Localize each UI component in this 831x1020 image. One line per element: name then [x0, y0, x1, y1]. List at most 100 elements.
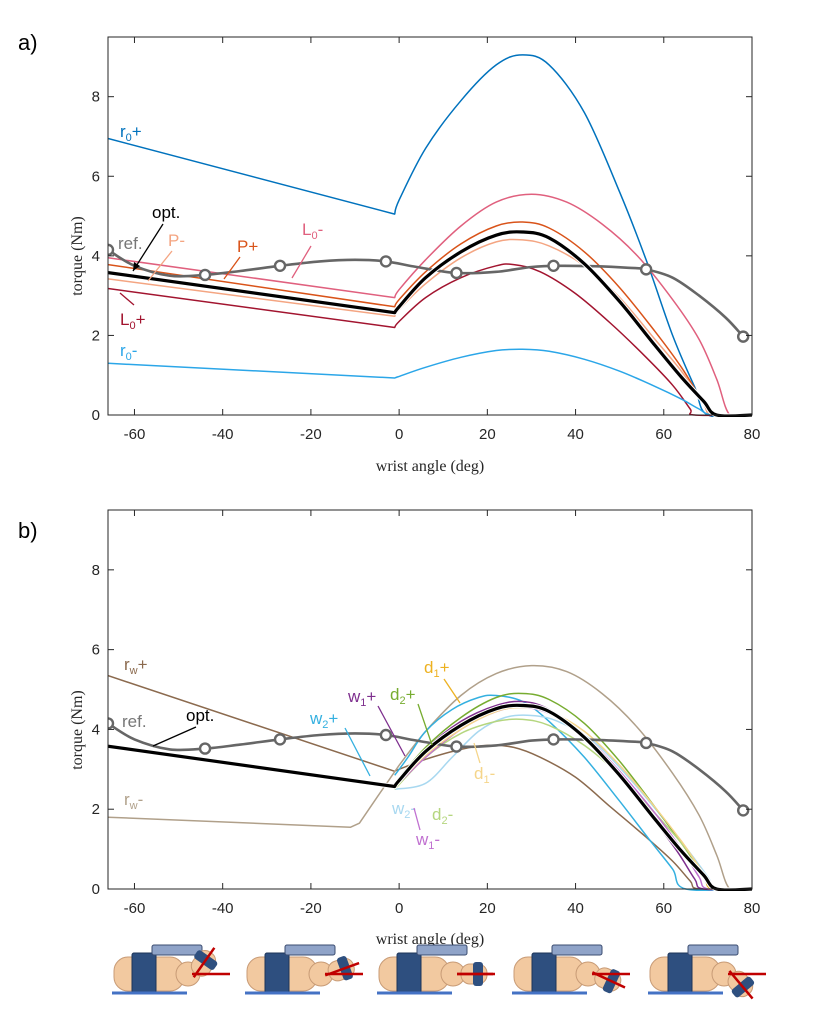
- ref-marker: [379, 255, 393, 268]
- panel-a-ylabel: torque (Nm): [69, 216, 86, 296]
- label-w1-plus: w1+: [347, 687, 376, 709]
- panel-b-annotations: rw+ ref. opt. w2+ w1+ d2+ d1+ rw- w2- d2…: [122, 655, 495, 852]
- arrow-w1-minus: [413, 807, 421, 831]
- label-ref-b: ref.: [122, 712, 147, 731]
- x-tick-label: 40: [567, 900, 584, 917]
- arrow-d1-minus: [473, 742, 481, 764]
- ref-marker: [547, 259, 560, 272]
- panel-a-annotations: r0+ opt. ref. P- P+ L0- L0+ r0-: [118, 122, 323, 363]
- x-tick-label: 60: [655, 426, 672, 443]
- series-line-L0-: [108, 263, 752, 417]
- label-opt-b: opt.: [186, 706, 214, 725]
- arrow-w1-plus: [377, 705, 406, 757]
- series-line-r0-: [108, 348, 752, 417]
- label-ref: ref.: [118, 234, 143, 253]
- panel-b-frame: [107, 509, 753, 890]
- ref-marker: [450, 740, 463, 753]
- series-line-opt-: [108, 703, 752, 891]
- x-tick-label: 80: [744, 426, 761, 443]
- x-tick-label: 0: [395, 900, 403, 917]
- label-p-plus: P+: [237, 237, 258, 256]
- arrow-d1-plus: [443, 678, 461, 704]
- panel-label-b: b): [18, 518, 38, 543]
- panel-label-a: a): [18, 30, 38, 55]
- ref-marker: [736, 330, 750, 343]
- arrow-l0-plus: [119, 292, 135, 306]
- label-p-minus: P-: [168, 231, 185, 250]
- panel-a-ticks: -60 -40 -20 0 20 40 60 80 0 2 4 6 8: [92, 37, 761, 443]
- x-tick-label: 20: [479, 900, 496, 917]
- arrowhead-opt: [133, 262, 140, 271]
- device-strap: [531, 952, 557, 994]
- hand-pose-1: [112, 944, 230, 995]
- panel-b-xlabel: wrist angle (deg): [376, 931, 484, 948]
- label-d1-plus: d1+: [424, 658, 450, 680]
- ref-marker: [639, 263, 653, 276]
- label-w1-minus: w1-: [415, 830, 440, 852]
- series-line-P-: [108, 238, 752, 417]
- angle-line: [192, 947, 216, 978]
- device-beam: [416, 944, 468, 956]
- device-beam: [687, 944, 739, 956]
- hand-pose-4: [512, 944, 630, 995]
- y-tick-label: 6: [92, 642, 100, 659]
- x-tick-label: 20: [479, 426, 496, 443]
- panel-a-frame: [107, 36, 753, 416]
- panel-b-ylabel: torque (Nm): [69, 690, 86, 770]
- y-tick-label: 0: [92, 881, 100, 898]
- ref-marker: [547, 733, 560, 746]
- arrow-opt: [132, 223, 164, 272]
- ref-marker: [108, 717, 115, 730]
- series-line-opt-: [108, 230, 752, 417]
- series-line-rw-: [108, 674, 752, 891]
- series-line-L0-: [108, 193, 752, 417]
- device-beam: [551, 944, 603, 956]
- label-l0-minus: L0-: [302, 220, 323, 242]
- x-tick-label: -20: [300, 426, 322, 443]
- arrow-p-minus: [147, 250, 173, 282]
- ref-marker: [379, 728, 393, 742]
- hand-illustrations: [112, 944, 766, 1000]
- x-tick-label: 40: [567, 426, 584, 443]
- x-tick-label: 80: [744, 900, 761, 917]
- arrow-opt-b: [152, 726, 197, 747]
- label-d1-minus: d1-: [474, 764, 495, 786]
- hand-shape: [190, 947, 218, 978]
- angle-line: [728, 970, 754, 1000]
- chart-panel-a: -60 -40 -20 0 20 40 60 80 0 2 4 6 8 wrist angle (deg…: [69, 36, 761, 475]
- x-tick-label: -60: [124, 900, 146, 917]
- ref-marker: [108, 243, 115, 257]
- label-w2-minus: w2-: [391, 799, 416, 821]
- y-tick-label: 4: [92, 248, 100, 265]
- label-l0-plus: L0+: [120, 310, 146, 332]
- label-r0-minus: r0-: [120, 341, 137, 363]
- label-d2-minus: d2-: [432, 805, 453, 827]
- y-tick-label: 2: [92, 801, 100, 818]
- x-tick-label: -20: [300, 900, 322, 917]
- series-line-rw-: [108, 664, 752, 891]
- device-strap: [667, 952, 693, 994]
- device-strap: [131, 952, 157, 994]
- hand-shape: [727, 970, 755, 1000]
- ref-marker: [273, 259, 287, 272]
- y-tick-label: 6: [92, 168, 100, 185]
- panel-b-ticks: -60 -40 -20 0 20 40 60 80 0 2 4 6 8: [92, 510, 761, 917]
- chart-panel-b: -60 -40 -20 0 20 40 60 80 0 2 4 6 8 wrist angle (deg…: [69, 509, 761, 948]
- panel-a-lines: [108, 54, 752, 417]
- label-w2-plus: w2+: [309, 709, 338, 731]
- series-line-r0-: [108, 54, 752, 417]
- panel-a-xlabel: wrist angle (deg): [376, 458, 484, 475]
- ref-marker: [273, 733, 287, 746]
- x-tick-label: -60: [124, 426, 146, 443]
- ref-marker: [639, 736, 653, 750]
- arrow-l0-minus: [291, 245, 312, 279]
- panel-b-lines: [108, 664, 752, 891]
- arrow-d2-plus: [417, 703, 433, 746]
- device-beam: [284, 944, 336, 956]
- device-strap: [264, 952, 290, 994]
- ref-marker: [736, 804, 750, 817]
- ref-marker: [198, 742, 212, 755]
- hand-pose-5: [648, 944, 766, 1000]
- hand-pose-3: [377, 944, 495, 995]
